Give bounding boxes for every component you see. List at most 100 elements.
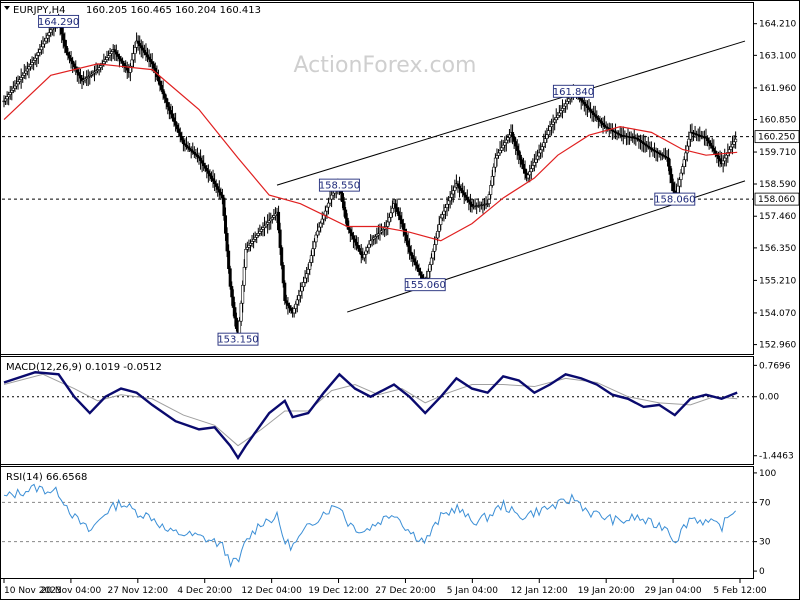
candle-body <box>729 146 733 150</box>
candle-body <box>685 145 689 154</box>
candle-body <box>281 264 285 284</box>
candle-body <box>369 240 373 245</box>
candle-body <box>36 52 40 56</box>
price-level-box <box>754 192 800 206</box>
candle-body <box>453 186 457 191</box>
axes: 160.250 158.060 164.210 163.100 161.960 160.8… <box>3 20 800 596</box>
candle-body <box>227 250 231 270</box>
candle-body <box>32 60 36 63</box>
candle-body <box>169 110 173 115</box>
candle-body <box>443 207 447 212</box>
candle-body <box>314 234 318 243</box>
candle-body <box>400 219 404 224</box>
candle-body <box>526 174 530 179</box>
x-tick-label: 5 Jan 04:00 <box>447 586 499 596</box>
macd-panel <box>0 356 754 465</box>
candle-body <box>464 194 468 198</box>
candle-body <box>208 173 212 177</box>
candle-body <box>7 94 11 98</box>
candle-body <box>406 240 410 247</box>
candle-body <box>234 317 238 329</box>
macd-y-tick-label: 0.00 <box>759 393 779 403</box>
candle-body <box>387 217 391 223</box>
candle-body <box>220 194 224 199</box>
x-tick-label: 27 Nov 12:00 <box>107 586 168 596</box>
x-tick-label: 27 Dec 20:00 <box>375 586 436 596</box>
candle-body <box>72 63 76 68</box>
candle-body <box>431 251 435 259</box>
dropdown-triangle-icon[interactable] <box>4 6 10 10</box>
macd-line <box>3 371 738 461</box>
candle-body <box>292 308 296 314</box>
candle-body <box>458 185 462 189</box>
candle-body <box>709 142 713 147</box>
candle-body <box>537 152 541 157</box>
candle-body <box>133 47 137 54</box>
candle-body <box>528 171 532 176</box>
candle-body <box>358 248 362 252</box>
candle-body <box>437 224 441 232</box>
price-y-tick-label: 161.960 <box>759 84 796 94</box>
candle-body <box>495 155 499 159</box>
candle-body <box>200 160 204 164</box>
x-tick-label: 19 Jan 20:00 <box>578 586 635 596</box>
candle-body <box>553 119 557 123</box>
candle-body <box>341 193 345 202</box>
rsi-plot <box>2 483 753 569</box>
candle-body <box>203 165 207 169</box>
candle-body <box>684 152 688 161</box>
candle-body <box>147 56 151 60</box>
candle-body <box>490 175 494 186</box>
candle-body <box>543 138 547 143</box>
candle-body <box>113 49 117 53</box>
candle-body <box>450 193 454 198</box>
candle-body <box>556 114 560 118</box>
candle-body <box>442 210 446 215</box>
candle-body <box>166 102 170 107</box>
candle-body <box>426 271 430 279</box>
candle-body <box>498 150 502 154</box>
candle-body <box>523 168 527 174</box>
candle-body <box>286 302 290 306</box>
candle-body <box>64 45 68 53</box>
candle-body <box>230 286 234 298</box>
candle-body <box>356 245 360 249</box>
candle-body <box>300 286 304 292</box>
candle-body <box>130 59 134 67</box>
candle-body <box>668 165 672 175</box>
candle-body <box>14 83 18 87</box>
candle-body <box>710 145 714 149</box>
candle-body <box>228 268 232 287</box>
candle-body <box>712 148 716 152</box>
candle-body <box>224 215 228 234</box>
macd-signal-line <box>3 373 738 447</box>
candle-body <box>724 154 728 159</box>
candle-body <box>280 247 284 266</box>
candle-body <box>222 197 226 216</box>
candle-body <box>682 159 686 167</box>
candle-body <box>144 52 148 56</box>
candle-body <box>440 214 444 219</box>
candle-body <box>317 226 321 232</box>
x-tick-label: 10 Nov 2023 <box>4 586 62 596</box>
candle-body <box>294 303 298 309</box>
candle-body <box>342 201 346 211</box>
candle-body <box>532 162 536 166</box>
candle-body <box>25 68 29 72</box>
watermark: ActionForex.com <box>294 53 477 78</box>
candle-body <box>350 232 354 237</box>
candle-body <box>671 182 675 192</box>
candle-body <box>409 251 413 256</box>
candle-body <box>390 207 394 214</box>
candle-body <box>297 295 301 301</box>
candle-body <box>172 117 176 122</box>
candle-body <box>60 27 64 35</box>
price-annotation-box <box>217 332 259 346</box>
candle-body <box>667 157 671 167</box>
symbol-label: EURJPY,H4 <box>13 5 66 16</box>
candle-body <box>298 290 302 296</box>
candle-body <box>8 92 12 95</box>
candle-body <box>303 277 307 283</box>
candle-body <box>493 157 497 168</box>
candle-body <box>312 241 316 250</box>
